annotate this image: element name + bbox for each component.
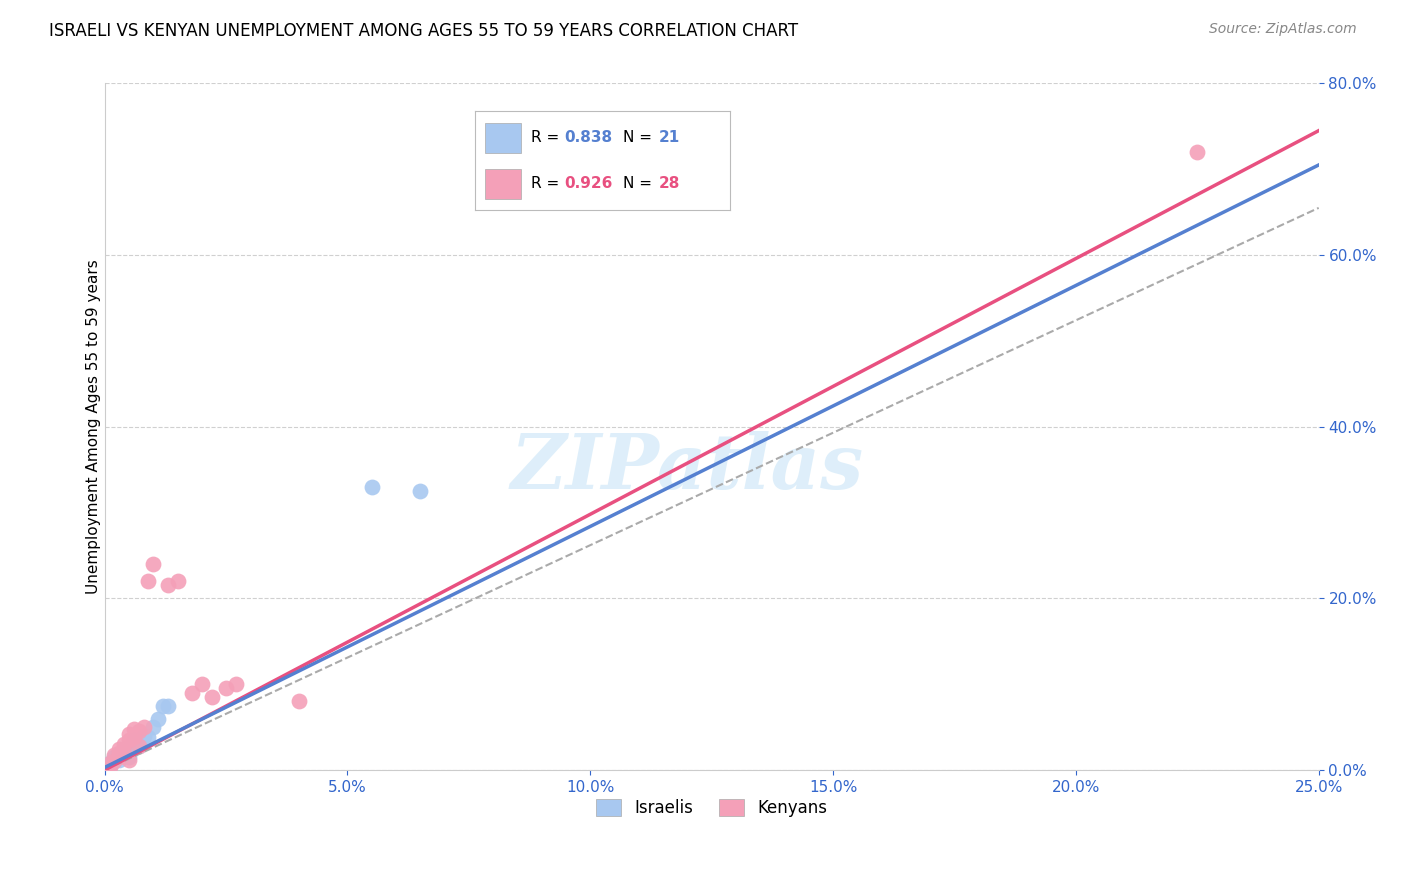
Point [360,480,382,494]
Point [132,729,155,743]
Point [98,756,121,771]
Point [146,711,169,725]
Point [118,753,141,767]
Point [112,746,135,760]
Point [108,750,131,764]
Point [166,574,188,589]
Point [118,744,141,758]
Point [132,720,155,734]
Point [118,733,141,747]
Point [128,724,150,739]
Point [108,746,131,760]
Point [122,737,145,751]
Point [112,744,135,758]
Point [156,698,179,713]
Point [215,681,238,696]
Point [122,731,145,745]
Text: ISRAELI VS KENYAN UNEMPLOYMENT AMONG AGES 55 TO 59 YEARS CORRELATION CHART: ISRAELI VS KENYAN UNEMPLOYMENT AMONG AGE… [49,22,799,40]
Point [103,750,125,764]
Point [118,727,141,741]
Point [152,698,174,713]
Point [98,758,121,772]
Point [103,747,125,762]
Point [156,578,179,592]
Point [103,755,125,769]
Point [122,733,145,747]
Point [98,756,121,771]
Point [138,574,160,589]
Text: ZIPatlas: ZIPatlas [510,431,863,505]
Text: Source: ZipAtlas.com: Source: ZipAtlas.com [1209,22,1357,37]
Point [142,720,165,734]
Point [225,677,247,691]
Point [103,755,125,769]
Point [128,739,150,753]
Point [112,741,135,756]
Point [108,753,131,767]
Point [1187,145,1209,160]
Point [200,690,222,704]
Legend: Israelis, Kenyans: Israelis, Kenyans [589,792,834,823]
Point [142,557,165,571]
Point [122,722,145,736]
Point [181,686,204,700]
Point [108,747,131,762]
Point [191,677,214,691]
Point [98,759,121,773]
Point [288,694,311,708]
Point [409,484,432,499]
Point [138,731,160,745]
Point [128,739,150,753]
Point [112,737,135,751]
Point [108,741,131,756]
Y-axis label: Unemployment Among Ages 55 to 59 years: Unemployment Among Ages 55 to 59 years [86,260,101,594]
Point [118,750,141,764]
